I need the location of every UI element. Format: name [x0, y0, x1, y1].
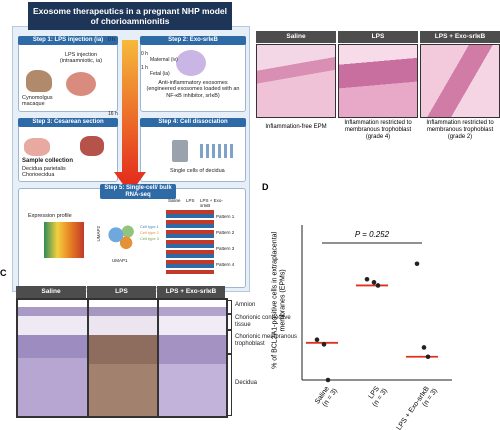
bracket [228, 354, 232, 416]
ihc-image [87, 298, 159, 418]
data-point [325, 377, 331, 383]
bracket [228, 314, 232, 330]
step-text: Decidua parietalis Chorioecidua [22, 166, 66, 179]
panel-c-header: LPS [87, 286, 156, 298]
ihc-image [16, 298, 89, 418]
step-text: LPS injection (intraamniotic, ia) [59, 52, 103, 65]
step-text: LPS + Exo-srIκB [200, 198, 223, 209]
step-text: Sample collection [22, 158, 74, 164]
heatmap-icon [44, 222, 84, 258]
step-text: Saline [168, 198, 181, 203]
bracket [228, 330, 232, 354]
panel-label: D [262, 182, 269, 192]
data-point [421, 345, 427, 350]
timeline-label: 16 h [108, 111, 118, 117]
tubes-icon [200, 144, 234, 158]
p-value: P = 0.252 [355, 230, 390, 239]
step-title: Step 4: Cell dissociation [140, 118, 246, 127]
timeline-arrow [114, 40, 146, 194]
timeline-label: Maternal (iv) [150, 57, 178, 63]
step-text: Pattern 1 [216, 214, 235, 219]
timeline-label: Fetal (ia) [150, 71, 170, 77]
step-text: Pattern 4 [216, 262, 235, 267]
machine-icon [172, 140, 188, 162]
panel-a-title: Exosome therapeutics in a pregnant NHP m… [28, 2, 232, 30]
panel-b-caption: Inflammation-free EPM [265, 124, 327, 130]
exosome-icon [176, 50, 206, 76]
panel-b-header: LPS [338, 31, 418, 43]
step-text: Cell type 1 [140, 224, 159, 229]
panel-b-caption: Inflammation restricted to membranous tr… [426, 120, 494, 140]
data-point [375, 283, 381, 288]
step-title: Step 1: LPS injection (ia) [18, 36, 118, 45]
ihc-image [157, 298, 228, 418]
layer-label: Chorionic connective tissue [235, 315, 291, 328]
data-point [364, 276, 370, 282]
step-text: Cell type 2 [140, 230, 159, 235]
step-text: Cell type 3 [140, 236, 159, 241]
tissue-icon [80, 136, 104, 156]
panel-label: C [0, 268, 7, 278]
macaque-icon [26, 70, 52, 92]
panel-c-header: Saline [16, 286, 86, 298]
step-text: Pattern 3 [216, 246, 235, 251]
step-text: Cynomolgus macaque [22, 95, 53, 108]
data-point [414, 261, 420, 267]
step-text: Pattern 2 [216, 230, 235, 235]
step-title: Step 3: Cesarean section [18, 118, 118, 127]
pattern-heatmap [166, 210, 214, 274]
step-text: UMAP1 [112, 258, 128, 263]
panel-b-caption: Inflammation restricted to membranous tr… [344, 120, 412, 140]
panel-c-header: LPS + Exo-srIκB [157, 286, 225, 298]
layer-label: Chorionic membranous trophoblast [235, 334, 298, 347]
he-image [420, 44, 500, 118]
step-text: Anti-inflammatory exosomes (engineered e… [146, 80, 240, 99]
uterus-icon [66, 72, 96, 96]
data-point [314, 337, 320, 343]
bracket [228, 300, 232, 314]
step-title: Step 2: Exo-srIκB [140, 36, 246, 45]
step-text: Single cells of decidua [170, 168, 225, 174]
arrow-shape [114, 40, 146, 194]
he-image [338, 44, 418, 118]
data-point [425, 354, 431, 360]
step-text: LPS [186, 198, 195, 203]
timeline-label: 0 h [108, 37, 115, 43]
panel-b-header: LPS + Exo-srIκB [420, 31, 500, 43]
data-point [371, 280, 377, 285]
layer-label: Amnion [235, 302, 256, 308]
timeline-label: 0 h [141, 51, 148, 57]
he-image [256, 44, 336, 118]
step-title: Step 5: Single-cell/ bulk RNA-seq [100, 184, 176, 200]
step-text: Expression profile [28, 213, 72, 219]
panel-b-header: Saline [256, 31, 336, 43]
sample-icon [24, 138, 50, 156]
timeline-label: 1 h [141, 65, 148, 71]
data-point [321, 342, 327, 347]
layer-label: Decidua [235, 380, 258, 386]
umap-icon [104, 222, 138, 254]
